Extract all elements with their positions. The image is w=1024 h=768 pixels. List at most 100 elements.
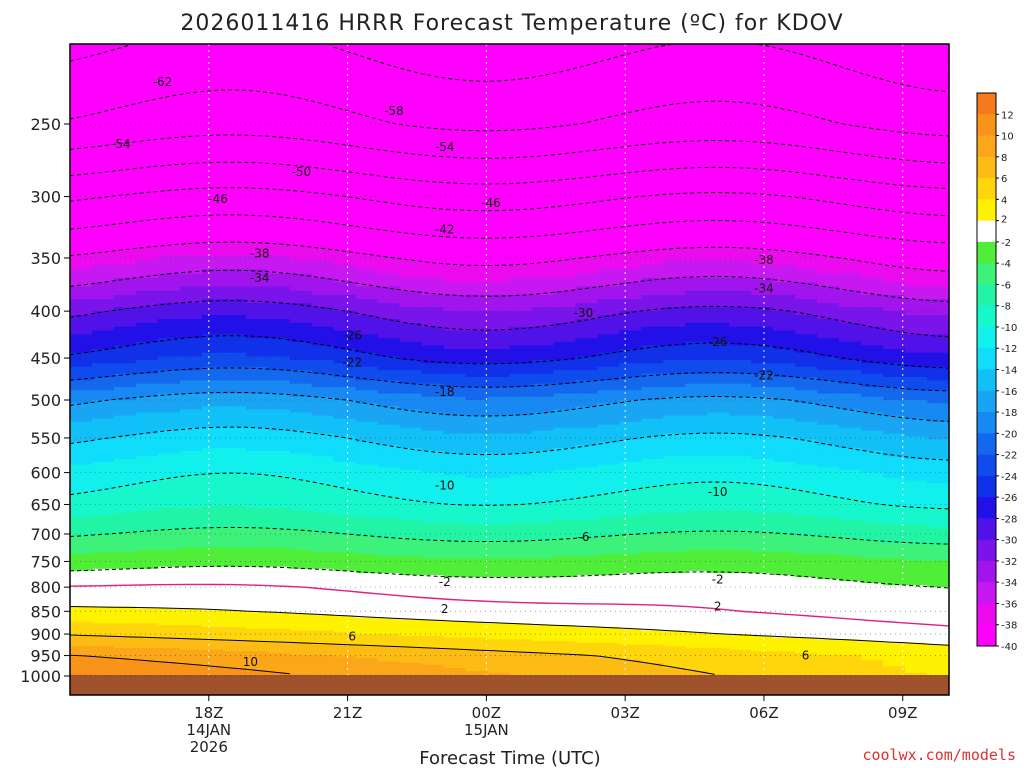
temperature-cell xyxy=(223,286,247,292)
temperature-cell xyxy=(113,513,137,516)
temperature-cell xyxy=(553,387,576,391)
temperature-cell xyxy=(487,145,511,153)
temperature-cell xyxy=(531,390,555,395)
temperature-cell xyxy=(575,80,598,88)
temperature-cell xyxy=(201,345,225,350)
temperature-cell xyxy=(70,356,93,361)
temperature-cell xyxy=(443,564,467,568)
temperature-cell xyxy=(70,127,93,135)
temperature-cell xyxy=(92,352,115,357)
temperature-cell xyxy=(443,464,467,468)
temperature-cell xyxy=(531,459,555,463)
temperature-cell xyxy=(201,483,225,487)
temperature-cell xyxy=(70,573,93,576)
temperature-cell xyxy=(465,352,489,357)
temperature-cell xyxy=(443,127,467,135)
temperature-cell xyxy=(223,581,247,584)
temperature-cell xyxy=(531,330,555,335)
temperature-cell xyxy=(597,217,620,223)
temperature-cell xyxy=(465,654,489,657)
temperature-cell xyxy=(509,415,533,420)
temperature-cell xyxy=(289,575,313,578)
temperature-cell xyxy=(399,587,423,590)
temperature-cell xyxy=(355,531,379,535)
temperature-cell xyxy=(311,595,335,598)
temperature-cell xyxy=(355,251,379,257)
temperature-cell xyxy=(465,101,489,109)
temperature-cell xyxy=(201,352,225,357)
temperature-cell xyxy=(531,273,555,279)
temperature-cell xyxy=(201,630,225,633)
temperature-cell xyxy=(399,145,423,153)
temperature-cell xyxy=(487,237,511,243)
temperature-cell xyxy=(531,58,555,67)
temperature-cell xyxy=(267,370,291,375)
temperature-cell xyxy=(223,513,247,516)
temperature-cell xyxy=(135,255,159,261)
temperature-cell xyxy=(70,597,93,600)
temperature-cell xyxy=(201,227,225,233)
temperature-cell xyxy=(553,241,576,247)
temperature-cell xyxy=(597,517,620,521)
temperature-cell xyxy=(575,664,598,667)
temperature-cell xyxy=(157,626,181,630)
temperature-cell xyxy=(267,639,291,642)
temperature-cell xyxy=(333,606,357,610)
temperature-cell xyxy=(487,664,511,667)
temperature-cell xyxy=(553,114,576,122)
temperature-cell xyxy=(157,540,181,544)
temperature-cell xyxy=(377,545,401,548)
temperature-cell xyxy=(487,286,511,292)
temperature-cell xyxy=(223,485,247,489)
temperature-cell xyxy=(575,472,598,476)
temperature-cell xyxy=(399,163,423,170)
temperature-cell xyxy=(531,524,555,528)
temperature-cell xyxy=(443,390,467,395)
temperature-cell xyxy=(575,614,598,617)
temperature-cell xyxy=(465,477,489,482)
temperature-cell xyxy=(399,338,423,343)
temperature-cell xyxy=(597,439,620,443)
temperature-cell xyxy=(509,334,533,339)
temperature-cell xyxy=(355,212,379,218)
temperature-cell xyxy=(70,207,93,213)
temperature-cell xyxy=(267,566,291,570)
temperature-cell xyxy=(443,114,467,122)
temperature-cell xyxy=(135,672,159,675)
temperature-cell xyxy=(465,566,489,570)
temperature-cell xyxy=(333,251,357,257)
temperature-cell xyxy=(179,483,203,487)
temperature-cell xyxy=(443,94,467,102)
temperature-cell xyxy=(201,648,225,651)
temperature-cell xyxy=(597,505,620,509)
temperature-cell xyxy=(509,515,533,519)
temperature-cell xyxy=(377,654,401,657)
temperature-cell xyxy=(267,436,291,440)
temperature-cell xyxy=(399,387,423,391)
temperature-cell xyxy=(92,614,115,617)
temperature-cell xyxy=(355,510,379,514)
temperature-cell xyxy=(289,380,313,385)
temperature-cell xyxy=(113,430,137,435)
temperature-cell xyxy=(443,659,467,662)
temperature-cell xyxy=(421,517,445,521)
temperature-cell xyxy=(355,549,379,553)
temperature-cell xyxy=(245,393,269,398)
temperature-cell xyxy=(421,269,445,275)
temperature-cell xyxy=(421,326,445,332)
temperature-cell xyxy=(223,646,247,649)
temperature-cell xyxy=(443,461,467,466)
temperature-cell xyxy=(201,120,225,128)
temperature-cell xyxy=(487,608,511,611)
temperature-cell xyxy=(465,442,489,446)
temperature-cell xyxy=(531,495,555,499)
temperature-cell xyxy=(465,201,489,208)
temperature-cell xyxy=(377,290,401,296)
temperature-cell xyxy=(553,661,576,664)
temperature-cell xyxy=(465,485,489,489)
temperature-cell xyxy=(92,145,115,153)
temperature-cell xyxy=(179,641,203,644)
temperature-cell xyxy=(355,174,379,181)
temperature-cell xyxy=(597,345,620,350)
temperature-cell xyxy=(509,101,533,109)
